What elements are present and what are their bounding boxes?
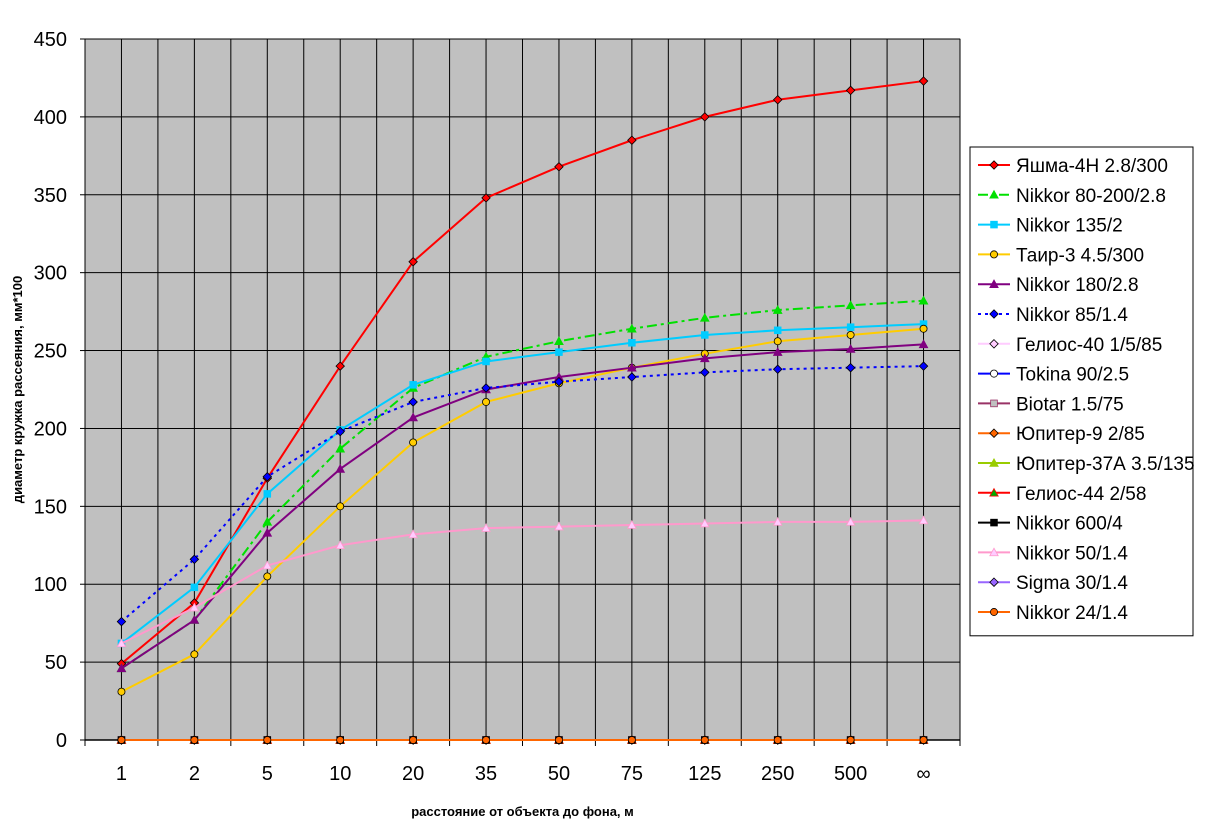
x-tick-label: 1 bbox=[116, 763, 127, 785]
data-point bbox=[337, 736, 344, 743]
x-tick-label: 35 bbox=[475, 763, 497, 785]
y-tick-label: 250 bbox=[34, 341, 67, 363]
data-point bbox=[264, 491, 271, 498]
legend-label: Nikkor 24/1.4 bbox=[1016, 603, 1128, 624]
y-tick-label: 100 bbox=[34, 574, 67, 596]
x-tick-label: 500 bbox=[834, 763, 867, 785]
data-point bbox=[701, 332, 708, 339]
legend-label: Гелиос-40 1/5/85 bbox=[1016, 335, 1162, 356]
y-tick-label: 50 bbox=[45, 652, 67, 674]
x-tick-label: 125 bbox=[688, 763, 721, 785]
x-tick-label: ∞ bbox=[916, 763, 930, 785]
data-point bbox=[774, 736, 781, 743]
x-tick-label: 5 bbox=[262, 763, 273, 785]
y-tick-label: 300 bbox=[34, 263, 67, 285]
data-point bbox=[410, 381, 417, 388]
data-point bbox=[337, 503, 344, 510]
legend-label: Nikkor 135/2 bbox=[1016, 216, 1123, 237]
data-point bbox=[264, 736, 271, 743]
x-tick-label: 250 bbox=[761, 763, 794, 785]
legend-label: Юпитер-9 2/85 bbox=[1016, 424, 1145, 445]
legend-label: Nikkor 50/1.4 bbox=[1016, 543, 1128, 564]
data-point bbox=[482, 398, 489, 405]
data-point bbox=[774, 327, 781, 334]
legend-label: Яшма-4Н 2.8/300 bbox=[1016, 156, 1168, 177]
data-point bbox=[483, 358, 490, 365]
data-point bbox=[628, 736, 635, 743]
legend-label: Tokina 90/2.5 bbox=[1016, 365, 1129, 386]
legend-label: Nikkor 80-200/2.8 bbox=[1016, 186, 1166, 207]
data-point bbox=[410, 439, 417, 446]
y-tick-label: 200 bbox=[34, 418, 67, 440]
data-point bbox=[482, 736, 489, 743]
data-point bbox=[118, 736, 125, 743]
legend-marker bbox=[991, 221, 998, 228]
data-point bbox=[556, 349, 563, 356]
legend-label: Biotar 1.5/75 bbox=[1016, 394, 1124, 415]
data-point bbox=[847, 331, 854, 338]
legend-label: Sigma 30/1.4 bbox=[1016, 573, 1128, 594]
legend-marker bbox=[991, 519, 998, 526]
data-point bbox=[191, 736, 198, 743]
y-tick-label: 400 bbox=[34, 107, 67, 129]
x-tick-label: 20 bbox=[402, 763, 424, 785]
data-point bbox=[920, 736, 927, 743]
data-point bbox=[118, 688, 125, 695]
legend-label: Nikkor 85/1.4 bbox=[1016, 305, 1128, 326]
legend-marker bbox=[990, 370, 997, 377]
data-point bbox=[629, 339, 636, 346]
legend-label: Юпитер-37А 3.5/135 bbox=[1016, 454, 1195, 475]
y-tick-label: 350 bbox=[34, 185, 67, 207]
legend-label: Гелиос-44 2/58 bbox=[1016, 484, 1146, 505]
data-point bbox=[410, 736, 417, 743]
x-axis-label: расстояние от объекта до фона, м bbox=[411, 804, 634, 819]
x-tick-label: 75 bbox=[621, 763, 643, 785]
y-axis-label: диаметр кружка рассеяния, мм*100 bbox=[10, 276, 25, 503]
legend-marker bbox=[990, 608, 997, 615]
y-tick-label: 0 bbox=[56, 730, 67, 752]
data-point bbox=[774, 338, 781, 345]
data-point bbox=[847, 736, 854, 743]
x-tick-label: 2 bbox=[189, 763, 200, 785]
data-point bbox=[847, 324, 854, 331]
x-tick-label: 10 bbox=[329, 763, 351, 785]
data-point bbox=[701, 736, 708, 743]
x-tick-label: 50 bbox=[548, 763, 570, 785]
legend-label: Nikkor 180/2.8 bbox=[1016, 275, 1139, 296]
legend-label: Таир-3 4.5/300 bbox=[1016, 245, 1144, 266]
legend-marker bbox=[990, 251, 997, 258]
data-point bbox=[264, 573, 271, 580]
legend-label: Nikkor 600/4 bbox=[1016, 514, 1123, 535]
y-tick-label: 150 bbox=[34, 496, 67, 518]
legend-marker bbox=[991, 400, 998, 407]
data-point bbox=[920, 325, 927, 332]
data-point bbox=[191, 584, 198, 591]
y-tick-label: 450 bbox=[34, 29, 67, 51]
legend: Яшма-4Н 2.8/300 Nikkor 80-200/2.8 Nikkor 1… bbox=[970, 147, 1195, 636]
data-point bbox=[191, 651, 198, 658]
data-point bbox=[555, 736, 562, 743]
